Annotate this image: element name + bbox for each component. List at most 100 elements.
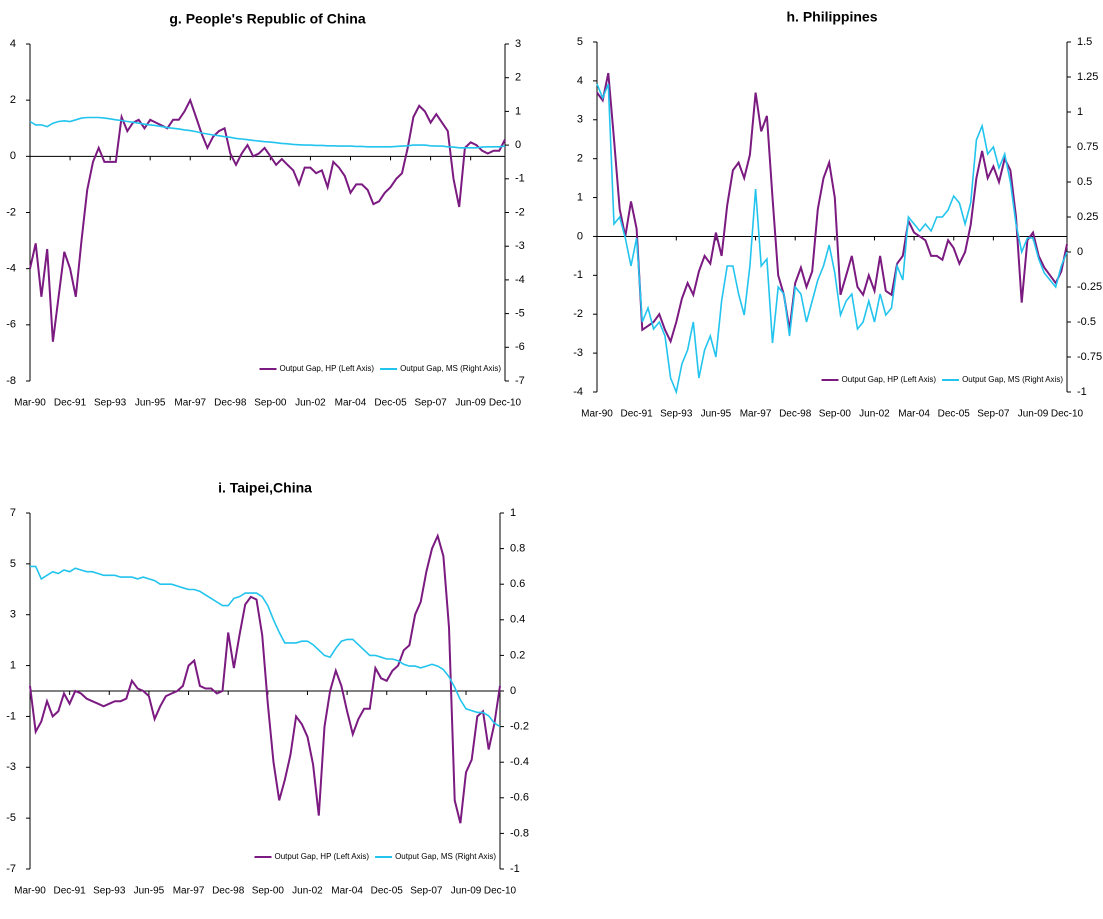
legend-label: Output Gap, MS (Right Axis) [400,364,501,373]
y-tick-label: -1 [573,269,583,281]
y-tick-label: -3 [6,761,16,773]
x-tick-label: Sep-00 [254,398,287,409]
x-tick-label: Sep-07 [414,398,447,409]
y2-tick-label: -1 [515,173,525,185]
y2-tick-label: -2 [515,206,525,218]
y-tick-label: -3 [573,347,583,359]
y-tick-label: 0 [577,230,583,242]
y-tick-label: 5 [10,558,16,570]
y-tick-label: -7 [6,863,16,875]
y2-tick-label: 1.25 [1077,71,1098,83]
x-tick-label: Jun-95 [701,409,732,420]
x-tick-label: Jun-02 [859,409,890,420]
y2-tick-label: 1 [510,507,516,519]
chart-panel: -8 -6 -4 -2 0 2 4 -7 -6 -5 -4 -3 -2 -1 0 1 2 3 Mar-90 Dec-9… [6,11,525,409]
x-tick-label: Dec-10 [1051,409,1084,420]
x-tick-label: Jun-02 [295,398,326,409]
y2-tick-label: -0.5 [1077,316,1096,328]
x-tick-label: Mar-97 [173,886,205,897]
x-tick-label: Mar-97 [740,409,772,420]
y2-tick-label: -0.6 [510,792,529,804]
chart-title: i. Taipei,China [218,480,312,496]
x-tick-label: Jun-95 [134,886,165,897]
x-tick-label: Jun-95 [135,398,166,409]
x-tick-label: Dec-98 [779,409,812,420]
x-tick-label: Sep-93 [93,886,126,897]
y-tick-label: -4 [6,263,16,275]
x-tick-label: Dec-10 [489,398,522,409]
y2-tick-label: 0.5 [1077,176,1092,188]
y-tick-label: -1 [6,710,16,722]
y-tick-label: -2 [6,206,16,218]
data-line [29,532,501,824]
y-tick-label: 4 [577,75,583,87]
x-tick-label: Dec-91 [54,398,87,409]
x-tick-label: Jun-09 [451,886,482,897]
y2-tick-label: 0.2 [510,649,525,661]
x-tick-label: Sep-00 [819,409,852,420]
y2-tick-label: -7 [515,375,525,387]
y2-tick-label: -1 [1077,386,1087,398]
y-tick-label: 2 [10,94,16,106]
y2-tick-label: 2 [515,72,521,84]
y2-tick-label: 0.25 [1077,211,1098,223]
x-tick-label: Dec-91 [54,886,87,897]
y-tick-label: 3 [577,114,583,126]
x-tick-label: Jun-09 [455,398,486,409]
y2-tick-label: 3 [515,38,521,50]
y-tick-label: 3 [10,609,16,621]
y2-tick-label: 0 [515,139,521,151]
y2-tick-label: 0 [510,685,516,697]
x-tick-label: Dec-98 [214,398,247,409]
y2-tick-label: 0.75 [1077,141,1098,153]
x-tick-label: Sep-07 [410,886,443,897]
y-tick-label: 2 [577,153,583,165]
data-line [29,116,506,149]
x-tick-label: Dec-10 [484,886,517,897]
y-tick-label: 5 [577,36,583,48]
y-tick-label: 1 [577,191,583,203]
x-tick-label: Jun-09 [1018,409,1049,420]
x-tick-label: Sep-00 [252,886,285,897]
x-tick-label: Sep-93 [94,398,127,409]
y-tick-label: 0 [10,150,16,162]
y2-tick-label: -1 [510,863,520,875]
legend-label: Output Gap, HP (Left Axis) [280,364,375,373]
x-tick-label: Mar-97 [174,398,206,409]
legend-label: Output Gap, MS (Right Axis) [962,375,1063,384]
y-tick-label: -4 [573,386,583,398]
chart-title: h. Philippines [786,9,877,25]
y2-tick-label: -6 [515,341,525,353]
x-tick-label: Dec-05 [938,409,971,420]
y2-tick-label: 1 [515,105,521,117]
data-line [29,97,506,342]
x-tick-label: Mar-90 [14,886,46,897]
legend-label: Output Gap, HP (Left Axis) [842,375,937,384]
data-line [596,72,1068,345]
x-tick-label: Dec-05 [374,398,407,409]
x-tick-label: Sep-93 [660,409,693,420]
y-tick-label: -5 [6,812,16,824]
y2-tick-label: -0.2 [510,721,529,733]
data-line [596,83,1068,395]
y2-tick-label: 1 [1077,106,1083,118]
y-tick-label: -2 [573,308,583,320]
y2-tick-label: 0.8 [510,543,525,555]
chart-title: g. People's Republic of China [169,11,365,27]
x-tick-label: Mar-90 [14,398,46,409]
legend-label: Output Gap, HP (Left Axis) [275,852,370,861]
y2-tick-label: -4 [515,274,525,286]
y-tick-label: 1 [10,659,16,671]
data-line [30,565,501,728]
y-tick-label: -8 [6,375,16,387]
y2-tick-label: -3 [515,240,525,252]
y-tick-label: -6 [6,319,16,331]
x-tick-label: Mar-04 [331,886,363,897]
x-tick-label: Dec-98 [212,886,245,897]
y2-tick-label: 0.6 [510,578,525,590]
x-tick-label: Sep-07 [977,409,1010,420]
y-tick-label: 7 [10,507,16,519]
x-tick-label: Dec-05 [371,886,404,897]
